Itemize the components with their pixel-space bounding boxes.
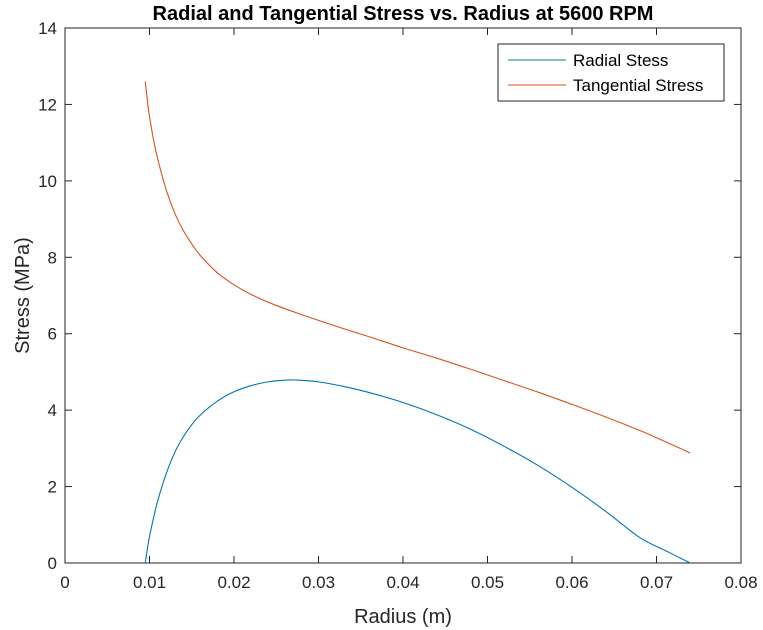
plot-area	[64, 27, 742, 564]
legend-label: Radial Stess	[573, 51, 668, 70]
y-tick-label: 14	[38, 19, 57, 38]
legend-label: Tangential Stress	[573, 76, 703, 95]
x-tick-label: 0.02	[217, 573, 250, 592]
x-tick-label: 0.03	[302, 573, 335, 592]
legend-box	[497, 43, 725, 102]
y-tick-label: 6	[48, 325, 57, 344]
y-tick-label: 4	[48, 401, 57, 420]
x-tick-label: 0.06	[555, 573, 588, 592]
series-line-radial	[144, 379, 691, 564]
x-tick-label: 0.04	[386, 573, 419, 592]
series-line-tangential	[144, 81, 691, 454]
y-tick-label: 2	[48, 478, 57, 497]
y-tick-label: 10	[38, 172, 57, 191]
x-axis-title: Radius (m)	[354, 606, 452, 628]
series-layer	[144, 81, 691, 564]
chart-title: Radial and Tangential Stress vs. Radius …	[153, 3, 654, 25]
x-tick-label: 0.05	[471, 573, 504, 592]
y-tick-label: 0	[48, 554, 57, 573]
y-tick-label: 12	[38, 95, 57, 114]
x-tick-label: 0	[60, 573, 69, 592]
x-tick-label: 0.08	[724, 573, 757, 592]
x-tick-label: 0.01	[133, 573, 166, 592]
axis-ticks: 0 0.01 0.02 0.03 0.04 0.05 0.06 0.07 0.08 0 2 4 6 8 10…	[38, 19, 757, 592]
y-tick-label: 8	[48, 248, 57, 267]
legend: Radial Stess Tangential Stress	[497, 43, 725, 102]
x-tick-label: 0.07	[640, 573, 673, 592]
y-axis-title: Stress (MPa)	[12, 237, 34, 354]
